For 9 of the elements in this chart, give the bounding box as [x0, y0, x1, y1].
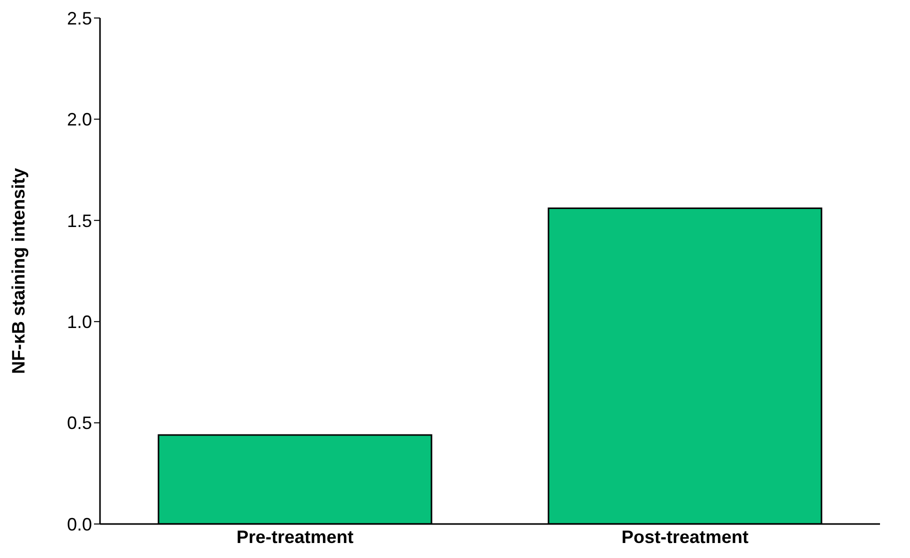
y-tick-label: 0.0: [66, 514, 92, 534]
y-tick-label: 2.0: [66, 110, 92, 130]
y-tick-label: 2.5: [66, 8, 92, 28]
y-axis-title: NF-κB staining intensity: [8, 168, 28, 374]
x-tick-label: Post-treatment: [621, 526, 749, 547]
y-tick-label: 1.0: [66, 312, 92, 332]
x-tick-label: Pre-treatment: [236, 526, 354, 547]
y-tick-label: 0.5: [66, 413, 92, 434]
y-tick-label: 1.5: [66, 210, 92, 231]
